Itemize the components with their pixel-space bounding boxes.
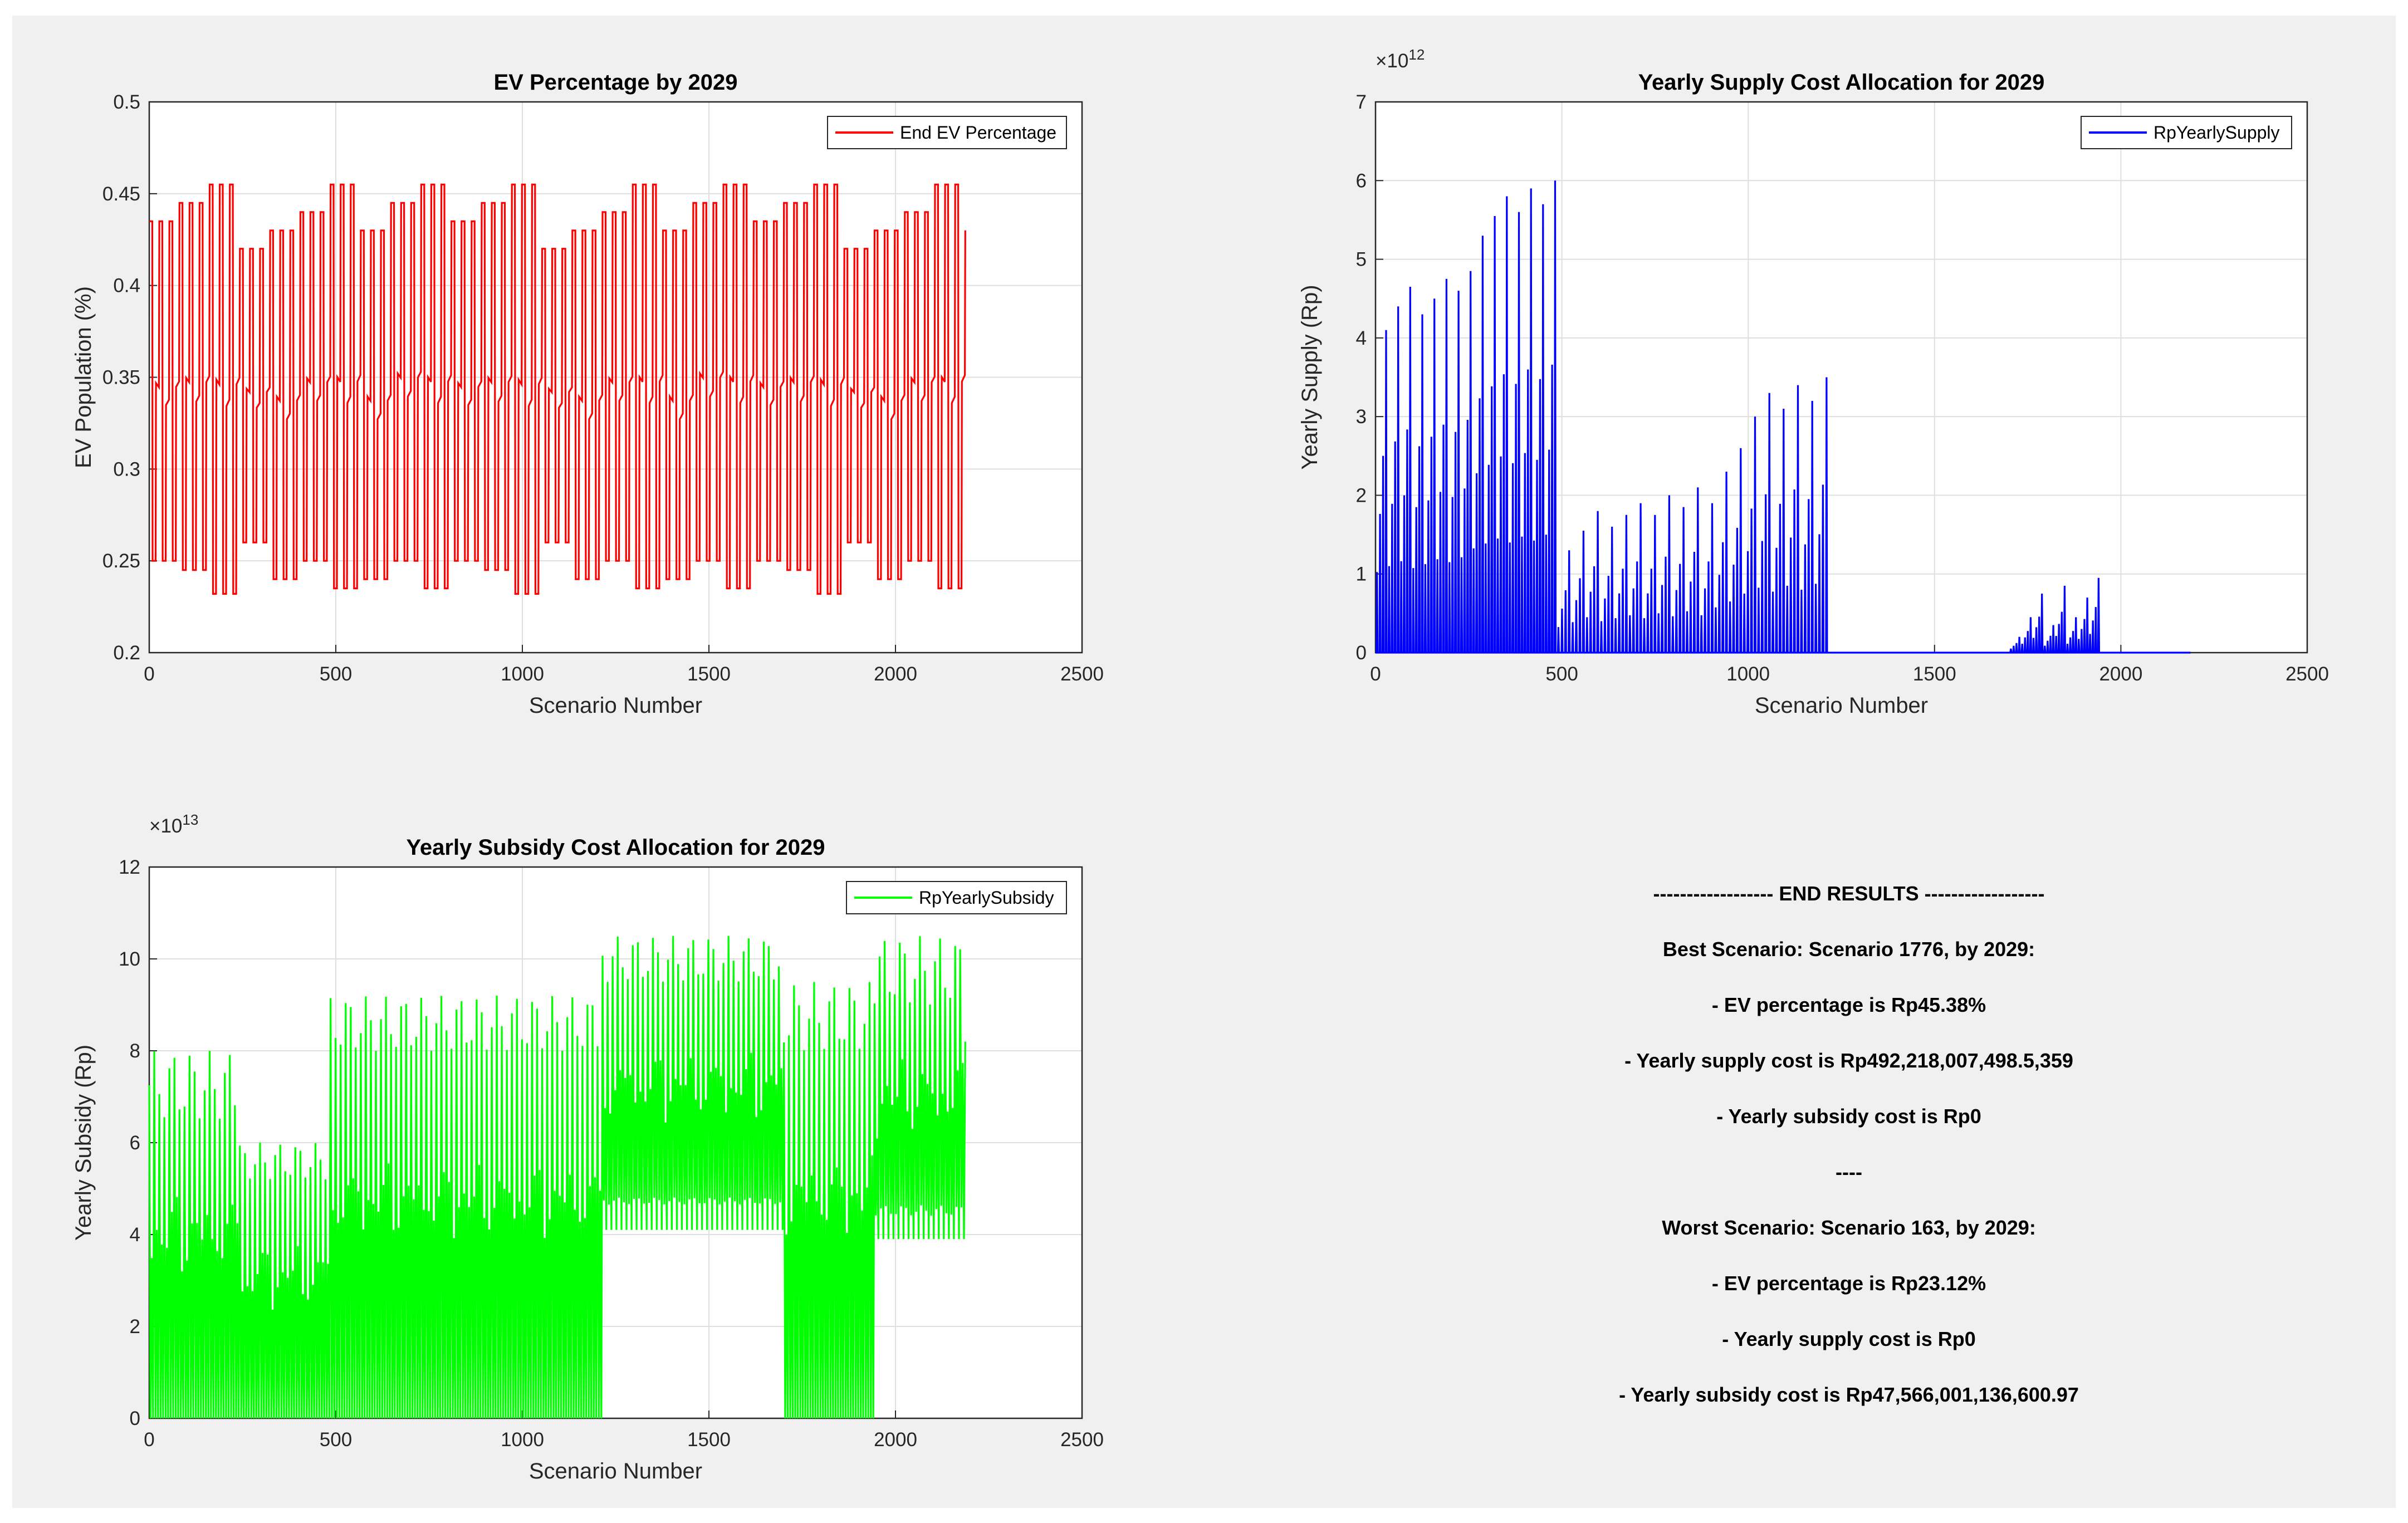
x-tick-label: 1500 [687,1429,731,1451]
x-tick-label: 2500 [2285,663,2329,685]
x-tick-label: 2000 [2099,663,2142,685]
y-tick-label: 0 [1356,642,1367,664]
results-separator: ---- [1836,1160,1862,1183]
y-tick-label: 5 [1356,249,1367,271]
y-axis-label: Yearly Subsidy (Rp) [71,1045,96,1241]
x-tick-label: 2000 [874,663,917,685]
y-tick-label: 7 [1356,91,1367,113]
y-tick-label: 4 [130,1224,140,1246]
y-tick-label: 2 [130,1316,140,1338]
x-axis-label: Scenario Number [1755,693,1928,718]
x-tick-label: 0 [1370,663,1381,685]
chart-title: Yearly Supply Cost Allocation for 2029 [1638,70,2045,95]
x-tick-label: 0 [144,1429,154,1451]
y-tick-label: 6 [1356,170,1367,192]
y-tick-label: 0.5 [113,91,140,113]
chart-2: 0 500 1000 1500 2000 2500 0 1 2 3 4 5 6 7 Yearly Suppl… [1298,46,2329,718]
y-tick-label: 8 [130,1040,140,1062]
x-tick-label: 2500 [1060,663,1104,685]
x-tick-label: 1000 [1726,663,1770,685]
worst-subsidy-cost: - Yearly subsidy cost is Rp47,566,001,13… [1619,1383,2079,1406]
best-subsidy-cost: - Yearly subsidy cost is Rp0 [1716,1105,1981,1128]
x-tick-label: 500 [320,663,352,685]
worst-ev-percentage: - EV percentage is Rp23.12% [1711,1272,1986,1295]
y-tick-label: 4 [1356,327,1367,349]
results-header: ------------------ END RESULTS ---------… [1653,882,2045,905]
series-end-ev-percentage [149,183,966,595]
worst-scenario-label: Worst Scenario: Scenario 163, by 2029: [1662,1216,2036,1239]
y-axis-label: EV Population (%) [71,286,96,468]
y-tick-label: 0 [130,1408,140,1429]
x-tick-label: 1000 [501,663,544,685]
chart-title: EV Percentage by 2029 [493,70,737,95]
best-supply-cost: - Yearly supply cost is Rp492,218,007,49… [1624,1049,2073,1072]
y-tick-label: 0.3 [113,458,140,480]
x-tick-label: 0 [144,663,154,685]
x-axis-label: Scenario Number [529,1459,702,1483]
y-tick-label: 0.4 [113,275,140,297]
results-panel: ------------------ END RESULTS ---------… [1459,874,2239,1431]
y-tick-label: 6 [130,1132,140,1154]
x-tick-label: 1000 [501,1429,544,1451]
y-tick-label: 0.2 [113,642,140,664]
x-tick-label: 1500 [687,663,731,685]
y-tick-label: 10 [119,948,140,970]
legend-label: End EV Percentage [900,123,1056,143]
best-ev-percentage: - EV percentage is Rp45.38% [1711,993,1986,1016]
legend-box [827,116,1067,149]
x-tick-label: 2500 [1060,1429,1104,1451]
y-axis-label: Yearly Supply (Rp) [1298,285,1322,469]
y-tick-label: 12 [119,856,140,878]
worst-supply-cost: - Yearly supply cost is Rp0 [1722,1328,1976,1350]
y-tick-label: 0.45 [102,183,140,205]
series-rp-yearly-supply [1376,180,2191,654]
y-exponent-label: ×1012 [1376,46,1425,72]
axes-frame [148,101,1083,654]
y-tick-label: 1 [1356,564,1367,585]
y-tick-label: 2 [1356,484,1367,506]
chart-title: Yearly Subsidy Cost Allocation for 2029 [406,835,825,860]
y-tick-label: 0.35 [102,367,140,389]
x-tick-label: 500 [1545,663,1578,685]
y-tick-label: 3 [1356,406,1367,428]
x-tick-label: 500 [320,1429,352,1451]
x-axis-label: Scenario Number [529,693,702,718]
legend-label: RpYearlySupply [2154,123,2280,143]
series-rp-yearly-subsidy [148,936,966,1419]
best-scenario-label: Best Scenario: Scenario 1776, by 2029: [1662,938,2035,961]
x-tick-label: 2000 [874,1429,917,1451]
y-tick-label: 0.25 [102,550,140,572]
chart-3: 0 500 1000 1500 2000 2500 0 2 4 6 8 10 12 Yearly Subs… [71,811,1104,1483]
y-exponent-label: ×1013 [149,811,198,837]
chart-1: 0 500 1000 1500 2000 2500 0.2 0.25 0.3 0.35 0.4 0.4… [71,70,1104,718]
legend-label: RpYearlySubsidy [919,888,1054,908]
x-tick-label: 1500 [1913,663,1956,685]
